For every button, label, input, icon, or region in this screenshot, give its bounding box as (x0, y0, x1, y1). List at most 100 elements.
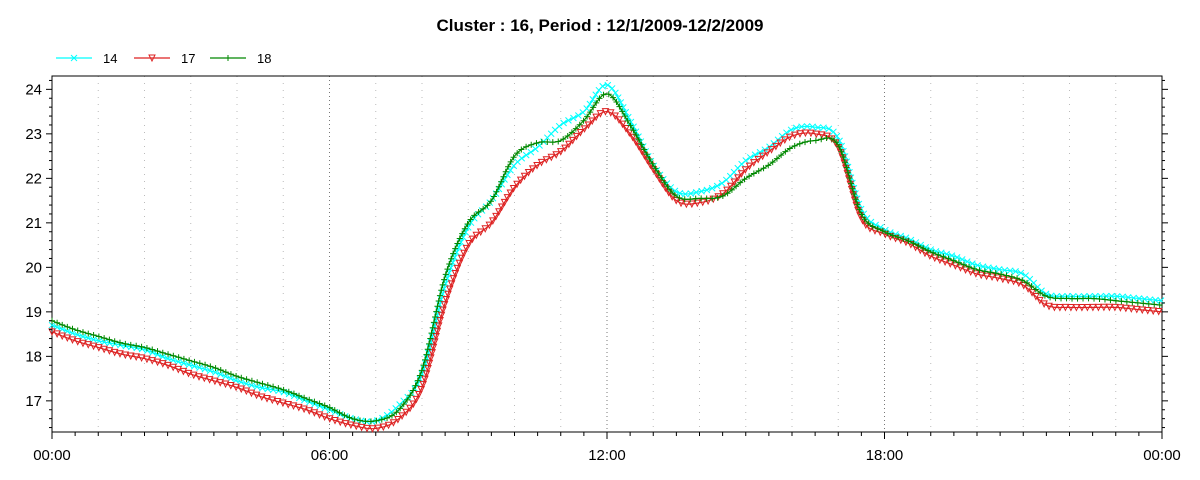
data-point (592, 91, 600, 99)
data-point (778, 152, 785, 159)
data-point (70, 54, 78, 62)
data-point (200, 374, 209, 383)
data-point (646, 161, 655, 170)
data-point (232, 383, 240, 392)
data-point (708, 184, 716, 192)
data-point (895, 234, 902, 241)
data-point (930, 249, 937, 256)
data-point (622, 124, 630, 133)
data-point (709, 195, 716, 202)
data-point (448, 255, 455, 262)
data-point (95, 344, 103, 352)
data-point (518, 154, 526, 162)
data-point (1101, 296, 1108, 303)
data-point (856, 206, 863, 213)
data-point (524, 168, 533, 177)
data-point (1134, 299, 1141, 306)
data-point (900, 235, 907, 242)
data-point (1024, 279, 1031, 286)
data-point (920, 245, 927, 252)
data-point (1014, 275, 1021, 282)
data-point (568, 129, 575, 136)
data-point (434, 303, 441, 310)
data-point (792, 124, 800, 132)
data-point (296, 392, 303, 399)
data-point (422, 356, 429, 363)
data-point (268, 396, 277, 405)
data-point (773, 155, 780, 162)
data-point (1156, 301, 1163, 308)
data-point (379, 423, 388, 432)
data-point (632, 128, 640, 136)
data-point (652, 165, 659, 172)
data-point (414, 377, 421, 384)
series-layer (48, 81, 1165, 433)
data-point (936, 256, 944, 265)
data-point (1008, 273, 1015, 280)
data-point (475, 208, 482, 215)
data-point (828, 135, 835, 142)
data-point (604, 81, 612, 89)
legend-label-17: 17 (181, 51, 195, 66)
data-point (782, 148, 789, 155)
data-point (596, 110, 605, 118)
data-point (719, 190, 727, 198)
data-point (225, 55, 231, 61)
data-point (394, 415, 402, 424)
data-point (741, 166, 750, 174)
data-point (733, 183, 740, 190)
data-point (692, 189, 700, 196)
data-point (164, 361, 172, 370)
data-point (1119, 293, 1127, 301)
data-point (631, 138, 640, 146)
data-point (1028, 289, 1036, 297)
data-point (574, 112, 582, 119)
data-point (427, 335, 434, 342)
data-point (1140, 300, 1147, 307)
data-point (363, 424, 371, 433)
data-point (823, 135, 830, 142)
data-point (270, 383, 277, 390)
data-point (53, 330, 61, 339)
data-point (1056, 304, 1064, 312)
data-point (576, 129, 585, 137)
data-point (1135, 295, 1143, 302)
data-point (1145, 300, 1152, 307)
data-point (429, 324, 436, 331)
data-point (818, 136, 825, 143)
data-point (397, 405, 404, 412)
data-point (216, 379, 225, 387)
data-point (576, 121, 583, 128)
data-point (468, 235, 477, 244)
data-point (838, 148, 845, 155)
data-point (1052, 295, 1059, 302)
data-point (63, 334, 72, 343)
data-point (1069, 295, 1076, 302)
data-point (966, 263, 973, 270)
data-point (400, 401, 407, 408)
plot-area (51, 75, 1163, 433)
data-point (368, 425, 377, 433)
data-point (433, 308, 440, 315)
data-point (428, 349, 436, 357)
data-point (565, 140, 573, 149)
data-point (611, 112, 620, 121)
data-point (724, 190, 731, 197)
data-point (122, 340, 129, 347)
data-point (955, 259, 962, 266)
data-point (527, 148, 535, 156)
data-point (422, 370, 431, 378)
data-point (191, 358, 198, 365)
data-point (852, 196, 859, 203)
data-point (807, 137, 814, 144)
data-point (786, 145, 793, 152)
data-point (520, 172, 529, 181)
x-tick-label: 00:00 (33, 447, 71, 464)
data-point (960, 261, 967, 268)
data-point (409, 387, 416, 394)
data-point (681, 196, 688, 203)
data-point (495, 208, 503, 216)
data-point (1130, 294, 1137, 302)
data-point (549, 139, 556, 146)
data-point (572, 125, 579, 132)
